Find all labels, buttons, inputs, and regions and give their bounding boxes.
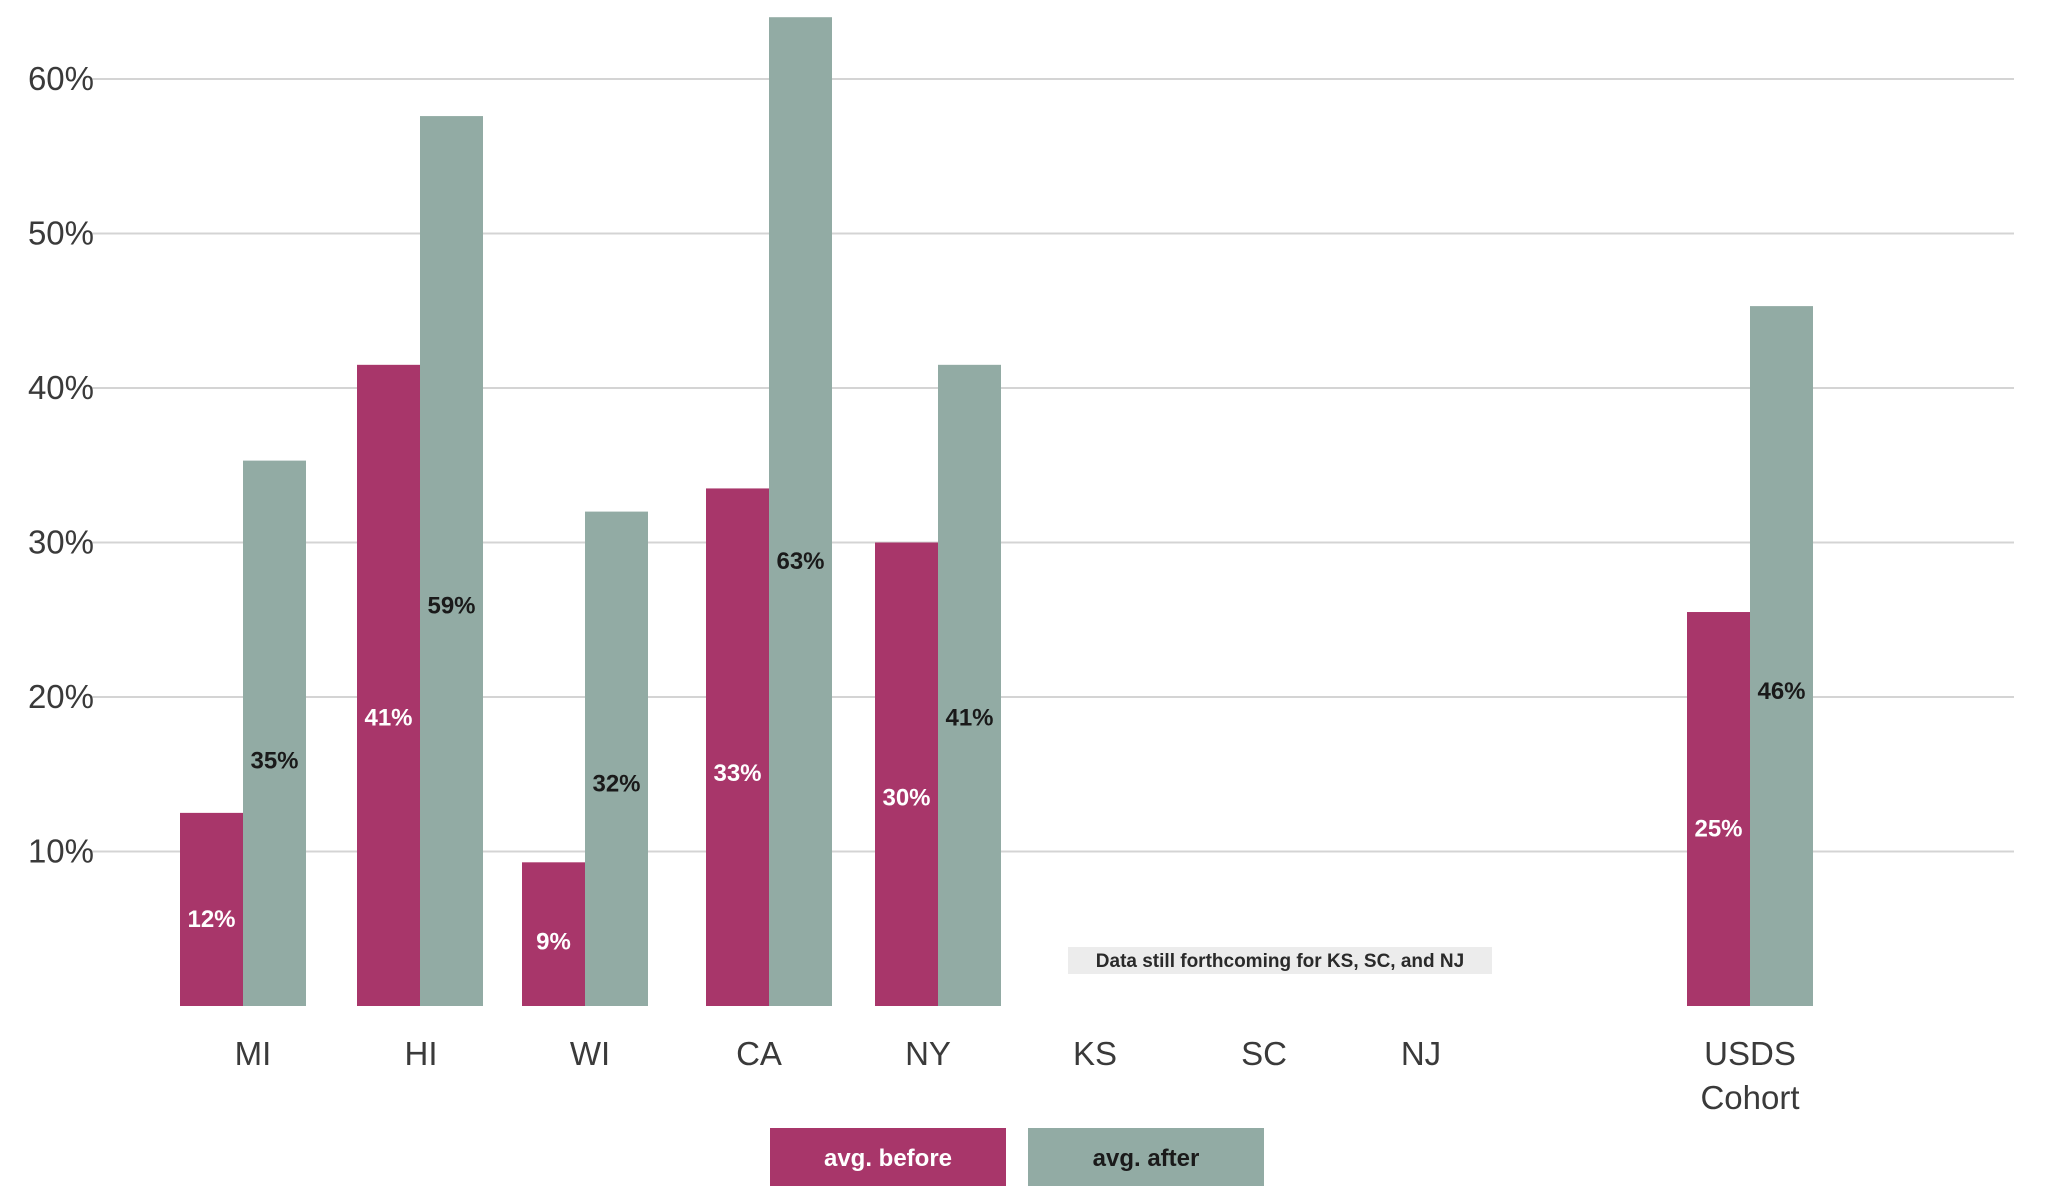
x-tick-label: KS [1073,1035,1117,1072]
y-axis-ticks: 10% 20% 30% 40% 50% 60% [28,60,94,870]
bar-before [180,812,243,1006]
bar-label-before: 30% [882,784,930,811]
y-tick-label: 30% [28,524,94,561]
legend: avg. before avg. after [770,1128,1264,1186]
legend-swatch [1028,1128,1264,1186]
bar-label-before: 12% [187,906,235,933]
y-tick-label: 40% [28,369,94,406]
bar-label-before: 25% [1694,816,1742,843]
x-tick-label: NY [905,1035,951,1072]
bar-before [1687,612,1750,1006]
bar-before [875,542,938,1006]
bar-after [1750,306,1813,1006]
bar-label-before: 33% [713,760,761,787]
bar-label-before: 41% [364,704,412,731]
bar-label-after: 59% [427,593,475,620]
x-tick-label: HI [405,1035,438,1072]
x-tick-label: WI [570,1035,610,1072]
bar-before [706,488,769,1006]
x-tick-label: MI [235,1035,272,1072]
bar-label-after: 41% [945,704,993,731]
bar-label-after: 32% [592,771,640,798]
x-tick-label: USDS Cohort [1700,1035,1799,1116]
bar-before [357,364,420,1006]
legend-label: avg. after [1093,1145,1200,1172]
x-tick-label: SC [1241,1035,1287,1072]
annotation-background [1068,947,1492,974]
annotation: Data still forthcoming for KS, SC, and N… [1068,947,1492,974]
legend-swatch [770,1128,1006,1186]
legend-label: avg. before [824,1145,952,1172]
bar-before [522,862,585,1006]
y-tick-label: 10% [28,833,94,870]
x-tick-label: CA [736,1035,782,1072]
bars [180,17,1813,1006]
bar-after [243,460,306,1006]
bar-label-after: 35% [250,748,298,775]
y-tick-label: 20% [28,678,94,715]
bar-labels: 12% 35% 41% 59% 9% 32% 33% 63% 30% 41% 25% 46% [187,548,1805,955]
annotation-text: Data still forthcoming for KS, SC, and N… [1096,951,1464,972]
y-tick-label: 60% [28,60,94,97]
bar-after [769,17,832,1006]
bar-label-after: 46% [1757,678,1805,705]
bar-after [420,116,483,1006]
x-tick-label: NJ [1401,1035,1441,1072]
x-axis-ticks: MI HI WI CA NY KS SC NJ USDS Cohort [235,1035,1800,1116]
bar-label-after: 63% [776,548,824,575]
bar-after [585,511,648,1006]
bar-label-before: 9% [536,928,571,955]
y-tick-label: 50% [28,215,94,252]
bar-after [938,364,1001,1006]
